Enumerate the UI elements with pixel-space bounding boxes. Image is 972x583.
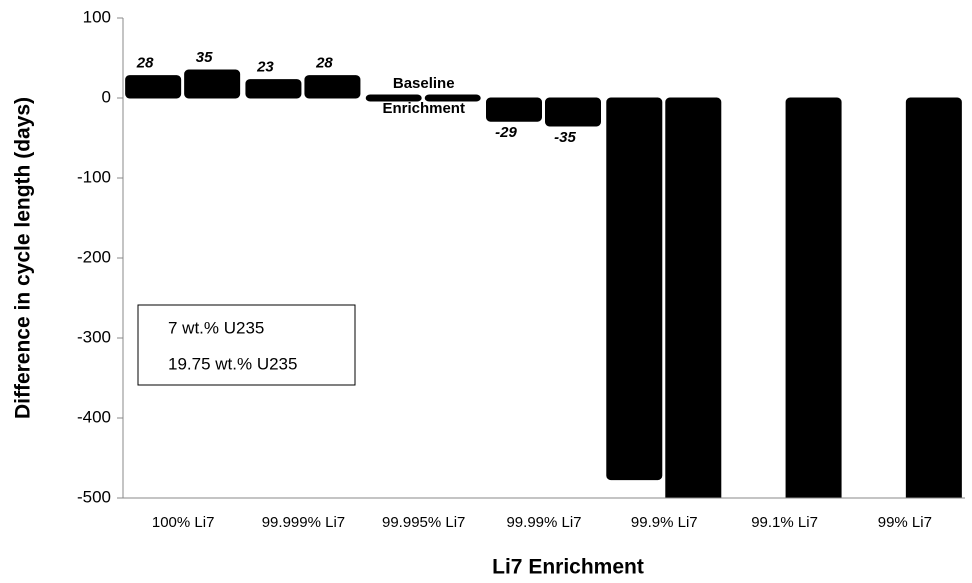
legend-label: 19.75 wt.% U235	[168, 354, 297, 373]
plot-area	[125, 69, 962, 498]
bar	[184, 69, 241, 99]
y-tick-label: -200	[77, 247, 111, 266]
data-label: 28	[315, 55, 333, 72]
bar	[304, 75, 361, 99]
x-axis-title: Li7 Enrichment	[492, 556, 644, 579]
data-label: 23	[256, 59, 274, 76]
bar	[486, 97, 542, 122]
y-tick-label: -500	[77, 487, 111, 506]
bar	[125, 75, 182, 99]
data-label: 28	[136, 55, 154, 72]
bar	[545, 97, 601, 127]
bar	[424, 94, 481, 102]
bar	[606, 97, 663, 481]
y-axis-title: Difference in cycle length (days)	[12, 97, 35, 419]
bar	[665, 97, 722, 498]
bar	[245, 79, 302, 99]
y-tick-label: 0	[102, 87, 111, 106]
annotation: Baseline	[393, 75, 455, 92]
x-tick-label: 99.995% Li7	[382, 514, 465, 531]
data-label: -29	[495, 124, 517, 141]
legend-label: 7 wt.% U235	[168, 318, 264, 337]
y-tick-label: -300	[77, 327, 111, 346]
x-tick-label: 99.1% Li7	[751, 514, 818, 531]
data-label: -35	[554, 129, 576, 146]
x-tick-label: 100% Li7	[152, 514, 215, 531]
x-tick-label: 99.9% Li7	[631, 514, 698, 531]
y-tick-label: 100	[83, 7, 111, 26]
annotation: Enrichment	[382, 100, 465, 117]
x-tick-label: 99.999% Li7	[262, 514, 345, 531]
y-tick-label: -100	[77, 167, 111, 186]
legend	[137, 304, 356, 386]
data-label: 35	[196, 49, 213, 66]
x-tick-label: 99.99% Li7	[506, 514, 581, 531]
y-tick-label: -400	[77, 407, 111, 426]
x-tick-label: 99% Li7	[878, 514, 932, 531]
bar	[785, 97, 842, 498]
bar	[905, 97, 962, 498]
bar	[365, 94, 422, 102]
